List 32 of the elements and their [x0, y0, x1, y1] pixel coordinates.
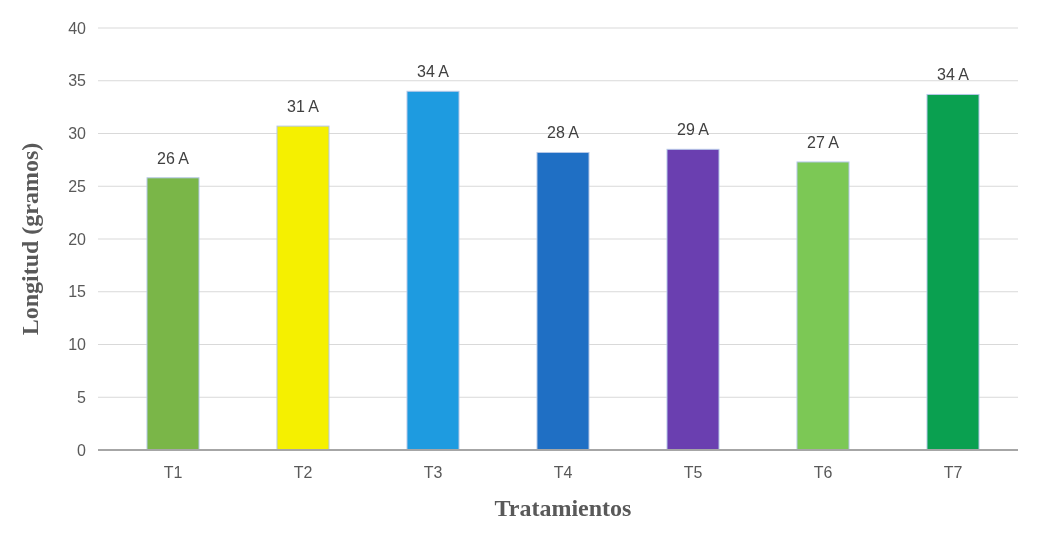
x-tick-label: T1	[163, 464, 183, 481]
y-tick-label: 25	[68, 177, 87, 195]
y-tick-label: 30	[68, 125, 87, 143]
y-tick-label: 5	[77, 388, 87, 406]
bar	[146, 177, 200, 451]
bar	[276, 125, 330, 451]
x-tick-label: T6	[813, 464, 833, 481]
data-label: 29 A	[676, 121, 710, 139]
data-label: 26 A	[156, 149, 190, 167]
y-tick-label: 15	[68, 283, 87, 301]
data-label: 34 A	[416, 63, 450, 81]
y-tick-label: 0	[77, 441, 87, 459]
y-tick-label: 35	[68, 72, 87, 90]
bar	[796, 161, 850, 451]
y-tick-label: 10	[68, 336, 87, 354]
x-tick-label: T7	[943, 464, 963, 481]
data-label: 27 A	[806, 133, 840, 151]
bar	[536, 151, 590, 451]
bar	[406, 90, 460, 451]
data-label: 31 A	[286, 98, 320, 116]
y-tick-label: 40	[68, 19, 87, 37]
y-axis-title: Longitud (gramos)	[17, 142, 43, 336]
x-tick-label: T4	[553, 464, 573, 481]
x-tick-label: T2	[293, 464, 313, 481]
bar	[926, 93, 980, 451]
data-label: 28 A	[546, 124, 580, 142]
x-axis-title: Tratamientos	[494, 495, 632, 521]
bar	[666, 148, 720, 451]
x-tick-label: T5	[683, 464, 703, 481]
data-label: 34 A	[936, 66, 970, 84]
y-tick-label: 20	[68, 230, 87, 248]
x-tick-label: T3	[423, 464, 443, 481]
